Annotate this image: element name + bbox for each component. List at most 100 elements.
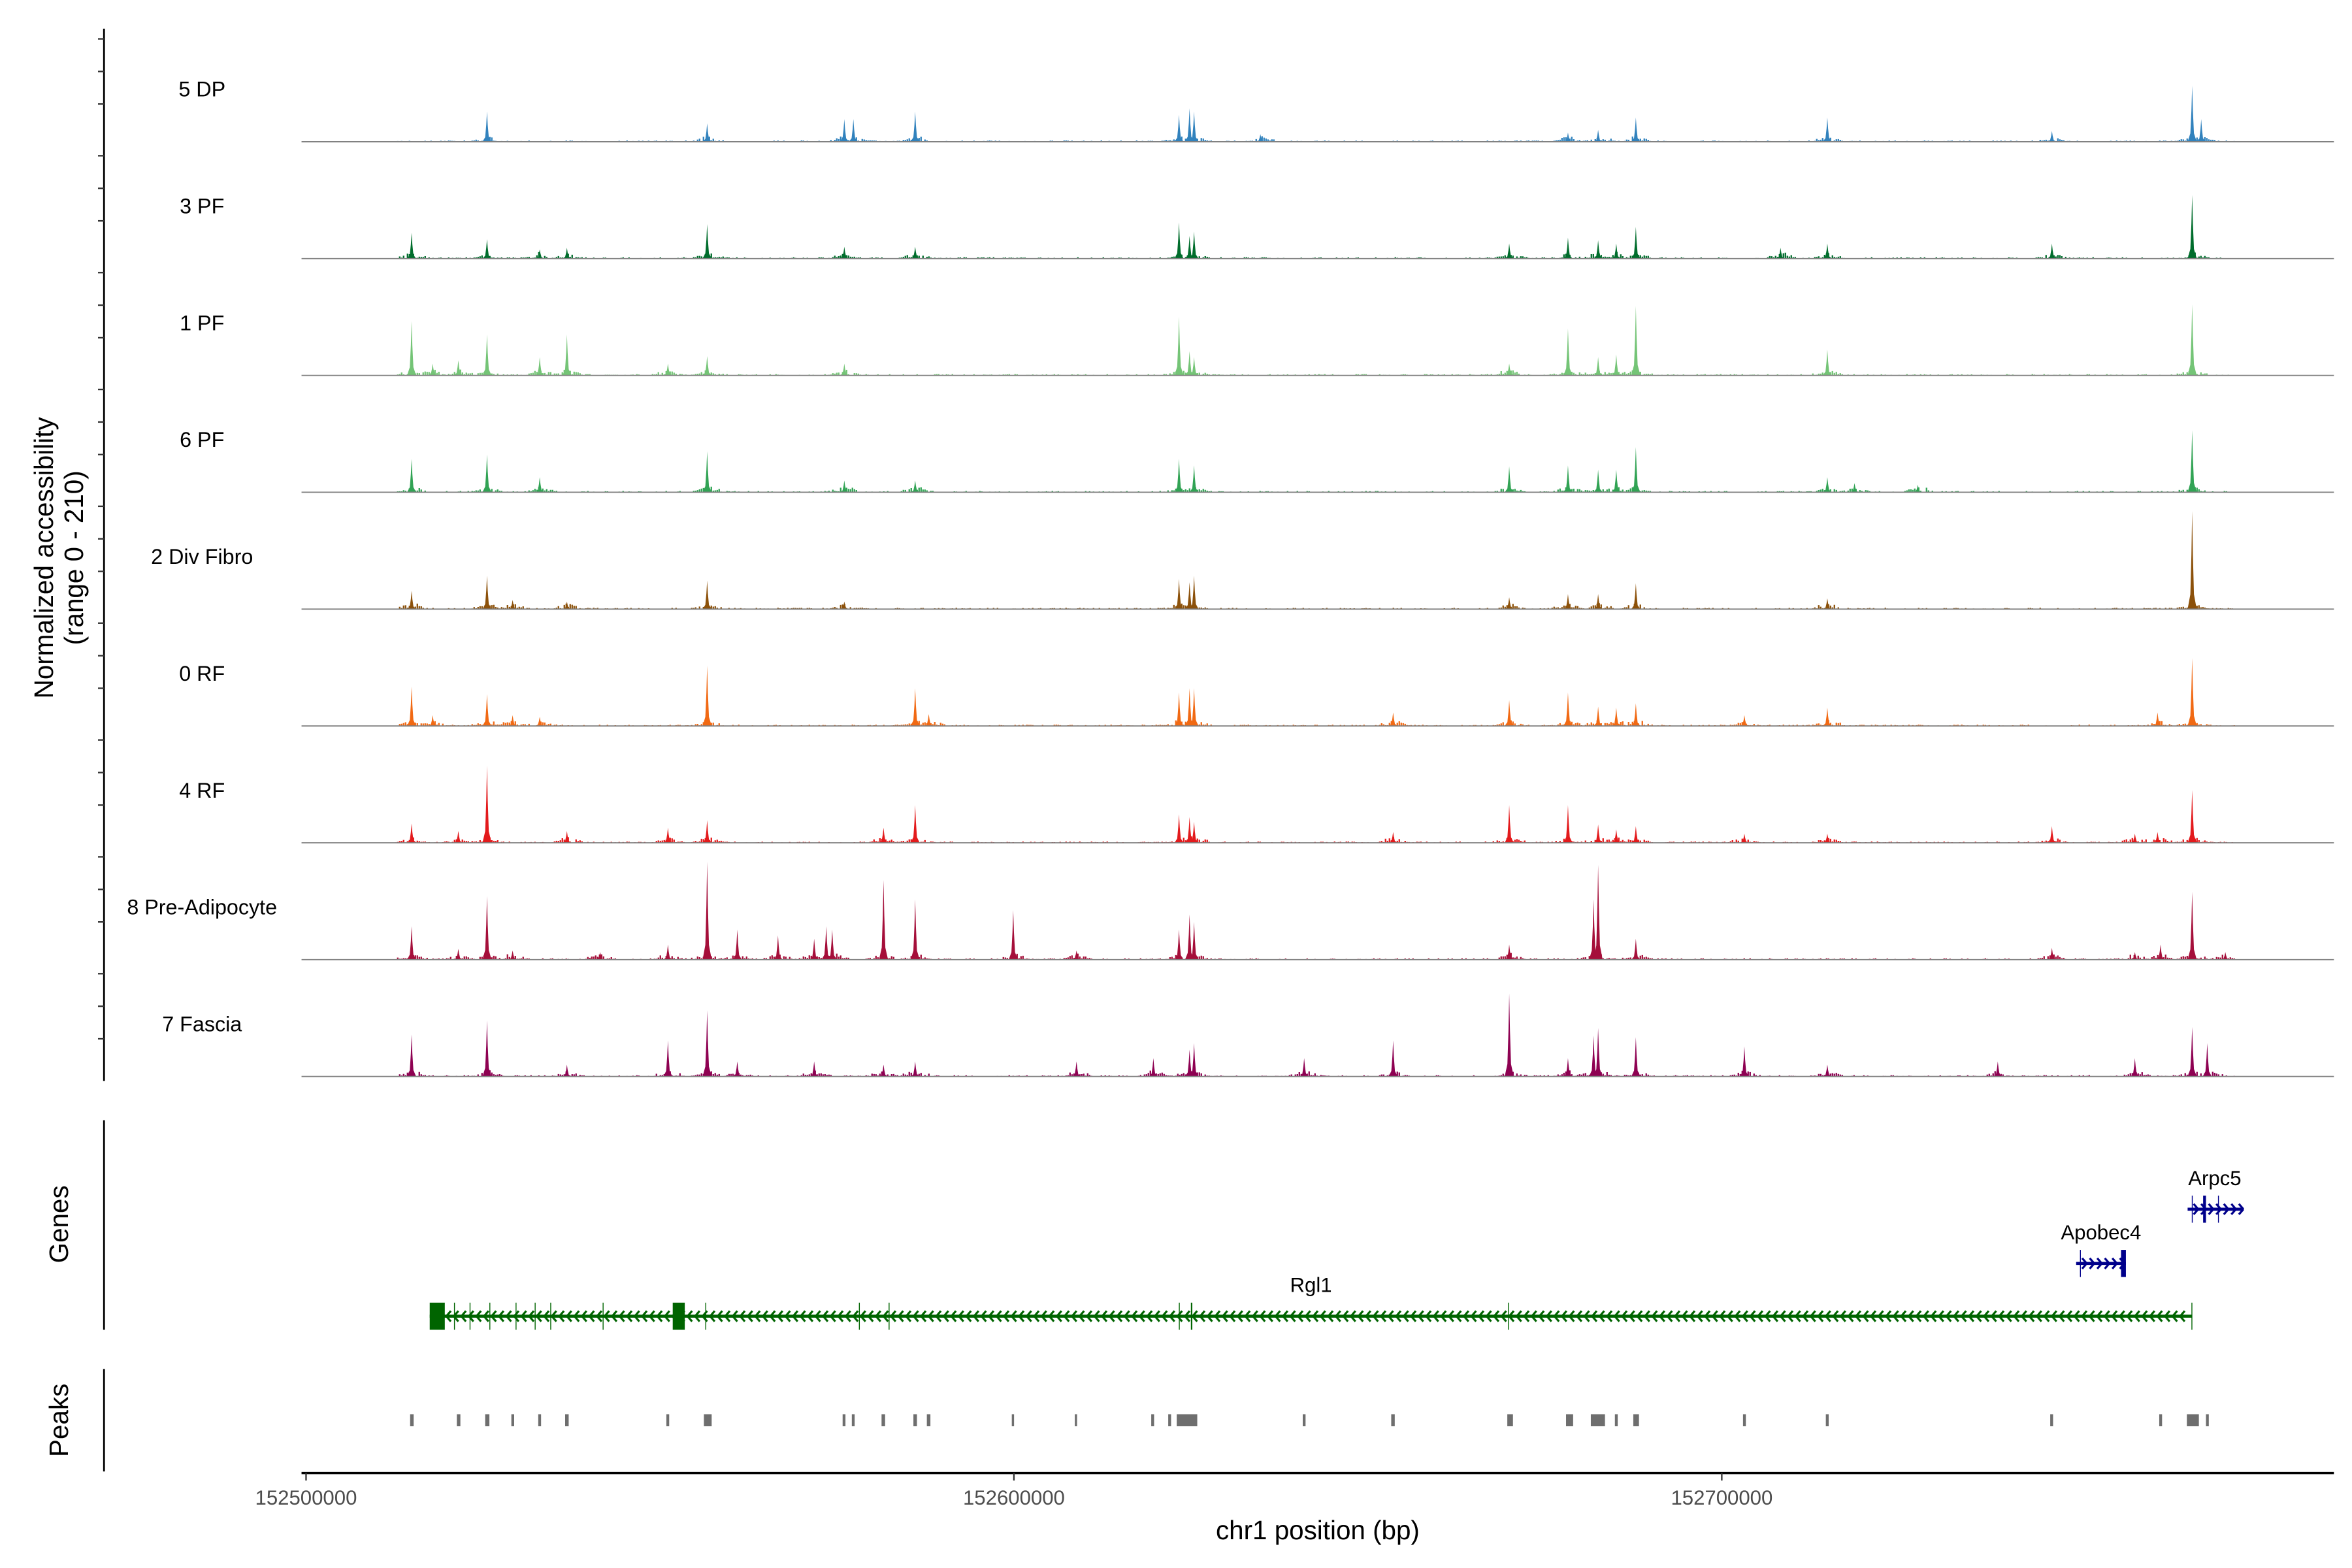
exon xyxy=(489,1302,491,1330)
coverage-peak xyxy=(1611,829,1621,843)
coverage-peak xyxy=(702,451,712,493)
coverage-peak xyxy=(1505,597,1514,610)
coverage-peak xyxy=(2187,195,2197,259)
coverage-peak xyxy=(482,454,492,493)
coverage-peak xyxy=(1174,929,1184,960)
coverage-peak xyxy=(702,1010,712,1077)
coverage-peak xyxy=(1823,1064,1832,1077)
coverage-noise xyxy=(397,135,2235,142)
peak-region xyxy=(1177,1414,1198,1427)
peak-region xyxy=(1742,1414,1746,1427)
coverage-peak xyxy=(924,714,934,727)
coverage-peak xyxy=(1388,832,1398,843)
peak-region xyxy=(2206,1414,2209,1427)
coverage-peak xyxy=(663,363,673,376)
coverage-peak xyxy=(1823,477,1832,493)
coverage-peak xyxy=(849,119,858,142)
coverage-peak xyxy=(1505,993,1514,1077)
coverage-peak xyxy=(482,334,492,376)
peak-region xyxy=(1566,1414,1573,1427)
coverage-peak xyxy=(428,363,438,376)
coverage-peak xyxy=(1189,465,1199,493)
coverage-peak xyxy=(1823,350,1832,376)
track-label: 2 Div Fibro xyxy=(151,545,253,568)
coverage-peak xyxy=(1563,805,1573,843)
coverage-peak xyxy=(702,665,712,727)
coverage-peak xyxy=(1823,598,1832,610)
coverage-peak xyxy=(1611,243,1621,259)
peak-region xyxy=(842,1414,846,1427)
peak-region xyxy=(851,1414,855,1427)
coverage-peak xyxy=(1174,459,1184,493)
coverage-peak xyxy=(2187,1026,2197,1077)
coverage-noise xyxy=(395,602,2233,610)
coverage-peak xyxy=(702,820,712,843)
track-label: 7 Fascia xyxy=(162,1012,242,1036)
y-axis-range: (range 0 - 210) xyxy=(59,470,89,645)
coverage-peak xyxy=(910,899,920,960)
coverage-peak xyxy=(1823,708,1832,727)
coverage-peak xyxy=(2130,952,2140,960)
track-6-pf: 6 PF xyxy=(180,428,2334,493)
peak-region xyxy=(2187,1414,2199,1427)
exon xyxy=(672,1302,685,1330)
coverage-peak xyxy=(821,926,831,960)
coverage-peak xyxy=(1189,922,1199,960)
coverage-peak xyxy=(1189,821,1199,843)
coverage-peak xyxy=(482,111,492,142)
coverage-peak xyxy=(482,576,492,610)
coverage-peak xyxy=(1505,805,1514,843)
coverage-peak xyxy=(1631,583,1641,610)
coverage-peak xyxy=(1611,469,1621,493)
peak-region xyxy=(410,1414,414,1427)
coverage-peak xyxy=(1505,944,1514,960)
coverage-peak xyxy=(535,357,545,376)
track-4-rf: 4 RF xyxy=(179,766,2334,843)
coverage-peak xyxy=(809,1061,819,1077)
coverage-peak xyxy=(2153,832,2163,843)
peak-region xyxy=(1825,1414,1829,1427)
coverage-peak xyxy=(2047,243,2057,259)
coverage-peak xyxy=(1505,363,1514,376)
coverage-peak xyxy=(702,123,712,142)
gene-apobec4: Apobec4 xyxy=(2061,1221,2141,1277)
coverage-peak xyxy=(1008,910,1018,960)
coverage-peak xyxy=(1189,231,1199,259)
coverage-peak xyxy=(2202,1043,2212,1077)
coverage-peak xyxy=(1174,316,1184,376)
coverage-peak xyxy=(482,766,492,843)
peak-region xyxy=(913,1414,917,1427)
coverage-peak xyxy=(879,827,889,843)
exon xyxy=(2080,1250,2082,1277)
track-label: 1 PF xyxy=(180,311,224,335)
coverage-peak xyxy=(1776,248,1786,259)
coverage-peak xyxy=(1174,579,1184,610)
coverage-peak xyxy=(1189,688,1199,727)
coverage-peak xyxy=(407,926,416,960)
coverage-peak xyxy=(2187,86,2197,142)
gene-label: Apobec4 xyxy=(2061,1221,2141,1244)
coverage-peak xyxy=(1740,833,1749,843)
exon xyxy=(550,1302,551,1330)
peak-region xyxy=(1507,1414,1513,1427)
coverage-peak xyxy=(1563,237,1573,259)
coverage-peak xyxy=(2187,892,2197,960)
coverage-peak xyxy=(453,949,463,960)
peak-region xyxy=(1391,1414,1395,1427)
coverage-peak xyxy=(840,480,849,493)
coverage-peak xyxy=(1563,328,1573,376)
exon xyxy=(1190,1302,1192,1330)
coverage-peak xyxy=(1563,1058,1573,1077)
exon xyxy=(2191,1196,2193,1223)
coverage-peak xyxy=(1593,706,1603,727)
peak-region xyxy=(457,1414,461,1427)
peak-regions xyxy=(410,1414,2209,1427)
coverage-peak xyxy=(562,601,572,610)
track-label: 3 PF xyxy=(180,195,224,218)
coverage-peak xyxy=(1189,576,1199,610)
coverage-peak xyxy=(910,688,920,727)
coverage-peak xyxy=(702,861,712,960)
genes-title: Genes xyxy=(44,1185,74,1263)
coverage-peak xyxy=(663,944,673,960)
coverage-peak xyxy=(1589,899,1599,960)
